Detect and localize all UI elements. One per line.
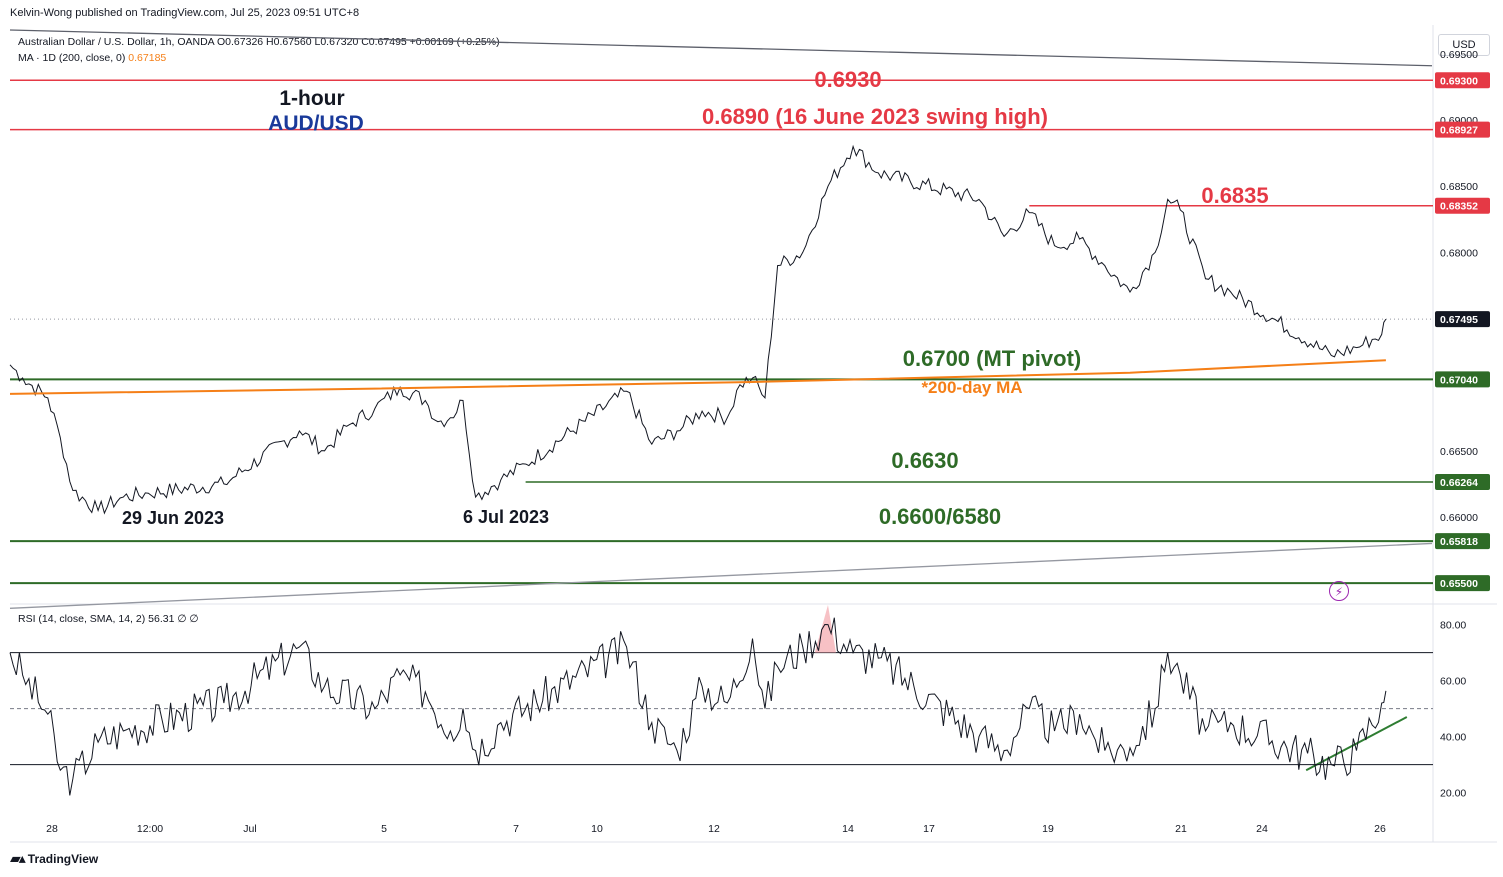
price-label-box	[1435, 311, 1490, 328]
price-label-box	[1435, 197, 1490, 214]
annotation-date2: 6 Jul 2023	[463, 507, 549, 527]
ma-value: 0.67185	[128, 52, 167, 64]
rsi-line: RSI (14, close, SMA, 14, 2)	[18, 613, 146, 625]
rsi-tick-label: 80.00	[1440, 620, 1466, 632]
annotation-timeframe: 1-hour	[279, 87, 344, 110]
price-label-box	[1435, 575, 1490, 592]
x-tick-label: 26	[1374, 823, 1386, 835]
rsi-tick-label: 40.00	[1440, 732, 1466, 744]
price-label: 0.67495	[1440, 314, 1478, 326]
rsi-tick-label: 60.00	[1440, 676, 1466, 688]
alert-bolt-icon[interactable]: ⚡	[1329, 581, 1349, 601]
price-label-box	[1435, 121, 1490, 138]
rsi-value: 56.31	[148, 613, 175, 625]
annotation-pivot: 0.6700 (MT pivot)	[903, 346, 1081, 371]
y-tick-label: 0.68000	[1440, 247, 1478, 259]
annotation-s2: 0.6600/6580	[879, 504, 1001, 529]
price-label-box	[1435, 533, 1490, 550]
rsi-tick-label: 20.00	[1440, 788, 1466, 800]
x-tick-label: 21	[1175, 823, 1187, 835]
price-label-box	[1435, 72, 1490, 89]
x-tick-label: 17	[923, 823, 935, 835]
rsi-legend: RSI (14, close, SMA, 14, 2) 56.31 ∅ ∅	[18, 613, 199, 625]
y-tick-label: 0.68500	[1440, 181, 1478, 193]
lower-channel-trendline	[9, 542, 1433, 609]
symbol-line: Australian Dollar / U.S. Dollar, 1h, OAN…	[18, 36, 215, 48]
ma-line: MA · 1D (200, close, 0)	[18, 52, 126, 64]
x-tick-label: 10	[591, 823, 603, 835]
y-tick-label: 0.69500	[1440, 49, 1478, 61]
price-label: 0.68927	[1440, 125, 1478, 137]
tradingview-logo: ▰▴ TradingView	[10, 850, 98, 867]
x-tick-label: 24	[1256, 823, 1268, 835]
price-label-box	[1435, 474, 1490, 491]
x-tick-label: 5	[381, 823, 387, 835]
price-label: 0.66264	[1440, 477, 1478, 489]
price-label: 0.68352	[1440, 201, 1478, 213]
annotation-date1: 29 Jun 2023	[122, 508, 224, 528]
y-tick-label: 0.66500	[1440, 446, 1478, 458]
annotation-s1: 0.6630	[891, 448, 958, 473]
publisher-caption: Kelvin-Wong published on TradingView.com…	[10, 7, 360, 19]
x-tick-label: 12:00	[137, 823, 163, 835]
annotation-pair: AUD/USD	[268, 112, 364, 135]
price-label: 0.65818	[1440, 536, 1478, 548]
price-label: 0.67040	[1440, 374, 1478, 386]
rsi-line	[9, 617, 1387, 796]
tradingview-logo-icon: ▰▴	[10, 850, 26, 866]
annotation-r1: 0.6930	[814, 67, 881, 92]
ohlc-values: O0.67326 H0.67560 L0.67320 C0.67495 +0.0…	[217, 36, 500, 48]
currency-button[interactable]: USD	[1438, 34, 1490, 56]
price-series-line	[9, 144, 1387, 515]
price-label: 0.69300	[1440, 75, 1478, 87]
annotation-ma-note: *200-day MA	[921, 378, 1022, 397]
annotation-r2: 0.6890 (16 June 2023 swing high)	[702, 104, 1048, 129]
price-legend: Australian Dollar / U.S. Dollar, 1h, OAN…	[18, 36, 500, 48]
rsi-overbought-fill	[814, 605, 836, 653]
x-tick-label: 19	[1042, 823, 1054, 835]
x-tick-label: 12	[708, 823, 720, 835]
x-tick-label: Jul	[243, 823, 256, 835]
price-label-box	[1435, 371, 1490, 388]
annotation-r3: 0.6835	[1201, 183, 1268, 208]
rsi-extra: ∅ ∅	[177, 613, 199, 625]
x-tick-label: 7	[513, 823, 519, 835]
tradingview-logo-text: TradingView	[27, 851, 99, 866]
y-tick-label: 0.66000	[1440, 512, 1478, 524]
price-label: 0.65500	[1440, 578, 1478, 590]
upper-channel-trendline	[9, 29, 1433, 67]
x-tick-label: 28	[46, 823, 58, 835]
ma-200-line	[9, 359, 1386, 395]
ma-legend: MA · 1D (200, close, 0) 0.67185	[18, 52, 166, 64]
x-tick-label: 14	[842, 823, 854, 835]
